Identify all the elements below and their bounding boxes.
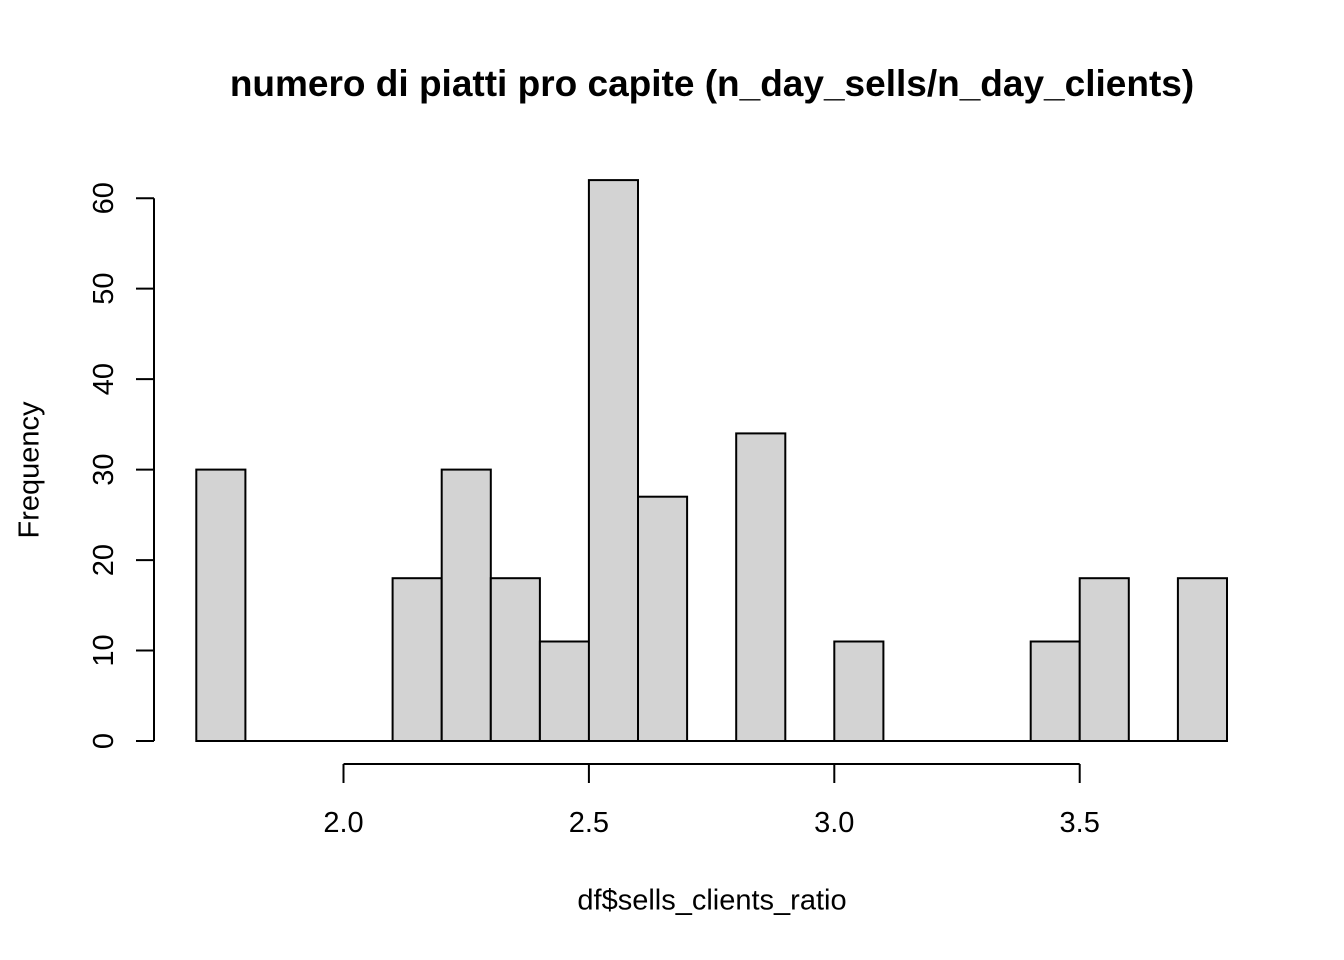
- x-tick-label: 2.5: [569, 807, 609, 839]
- x-tick-label: 2.0: [323, 807, 363, 839]
- histogram-bar: [1176, 577, 1229, 743]
- histogram-bar: [391, 577, 443, 743]
- y-axis-title: Frequency: [13, 401, 46, 539]
- chart-title: numero di piatti pro capite (n_day_sells…: [229, 63, 1195, 104]
- x-tick-label: 3.0: [814, 807, 854, 839]
- histogram-bar: [833, 640, 885, 742]
- histogram-bar: [1078, 577, 1130, 743]
- histogram-bar: [1029, 640, 1081, 742]
- y-tick-label: 30: [88, 453, 120, 485]
- histogram-bar: [587, 179, 640, 743]
- histogram-bar: [637, 495, 689, 743]
- y-tick-label: 50: [88, 272, 120, 304]
- y-tick-label: 40: [88, 363, 120, 395]
- y-tick-label: 0: [88, 733, 120, 749]
- x-tick-label: 3.5: [1060, 807, 1100, 839]
- y-tick-label: 20: [88, 544, 120, 576]
- histogram-bar: [195, 468, 247, 742]
- histogram-bar: [440, 468, 492, 742]
- x-axis-title: df$sells_clients_ratio: [577, 884, 847, 917]
- histogram-bar: [489, 577, 541, 743]
- y-tick-label: 10: [88, 634, 120, 666]
- histogram-bar: [538, 640, 591, 742]
- histogram-bar: [735, 432, 787, 742]
- y-tick-label: 60: [88, 182, 120, 214]
